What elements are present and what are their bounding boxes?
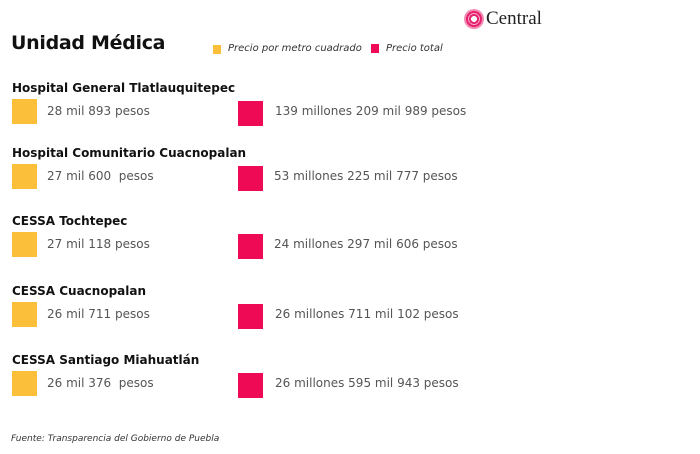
price-m2-value: 28 mil 893 pesos	[47, 104, 150, 118]
total-price-swatch	[238, 373, 263, 398]
unit-section: Hospital Comunitario Cuacnopalan 27 mil …	[0, 146, 700, 214]
unit-name: CESSA Santiago Miahuatlán	[12, 353, 200, 367]
source-note: Fuente: Transparencia del Gobierno de Pu…	[11, 434, 220, 444]
total-price-value: 139 millones 209 mil 989 pesos	[275, 104, 467, 118]
price-m2-swatch	[12, 99, 37, 124]
legend-label-price-m2: Precio por metro cuadrado	[228, 43, 362, 54]
price-m2-value: 26 mil 376 pesos	[47, 376, 154, 390]
unit-name: CESSA Cuacnopalan	[12, 284, 147, 298]
page-title: Unidad Médica	[11, 32, 166, 54]
unit-section: Hospital General Tlatlauquitepec 28 mil …	[0, 81, 700, 149]
unit-name: Hospital Comunitario Cuacnopalan	[12, 146, 247, 160]
logo-text: Central	[486, 8, 542, 29]
total-price-value: 53 millones 225 mil 777 pesos	[274, 169, 458, 183]
total-price-swatch	[238, 101, 263, 126]
total-price-swatch	[238, 304, 263, 329]
price-m2-value: 27 mil 600 pesos	[47, 169, 154, 183]
price-m2-swatch	[12, 232, 37, 257]
unit-section: CESSA Cuacnopalan 26 mil 711 pesos 26 mi…	[0, 284, 700, 352]
price-m2-swatch	[12, 371, 37, 396]
price-m2-swatch	[12, 302, 37, 327]
unit-section: CESSA Tochtepec 27 mil 118 pesos 24 mill…	[0, 214, 700, 282]
unit-name: Hospital General Tlatlauquitepec	[12, 81, 236, 95]
total-price-value: 26 millones 595 mil 943 pesos	[275, 376, 459, 390]
legend-swatch-price-m2	[213, 45, 221, 54]
unit-name: CESSA Tochtepec	[12, 214, 128, 228]
total-price-value: 24 millones 297 mil 606 pesos	[274, 237, 458, 251]
legend-label-total: Precio total	[386, 43, 443, 54]
logo-ring-icon	[464, 9, 484, 29]
price-m2-value: 26 mil 711 pesos	[47, 307, 150, 321]
legend-swatch-total	[371, 44, 379, 53]
price-m2-swatch	[12, 164, 37, 189]
price-m2-value: 27 mil 118 pesos	[47, 237, 150, 251]
total-price-value: 26 millones 711 mil 102 pesos	[275, 307, 459, 321]
unit-section: CESSA Santiago Miahuatlán 26 mil 376 pes…	[0, 353, 700, 421]
central-logo: Central	[464, 8, 542, 30]
total-price-swatch	[238, 234, 263, 259]
total-price-swatch	[238, 166, 263, 191]
